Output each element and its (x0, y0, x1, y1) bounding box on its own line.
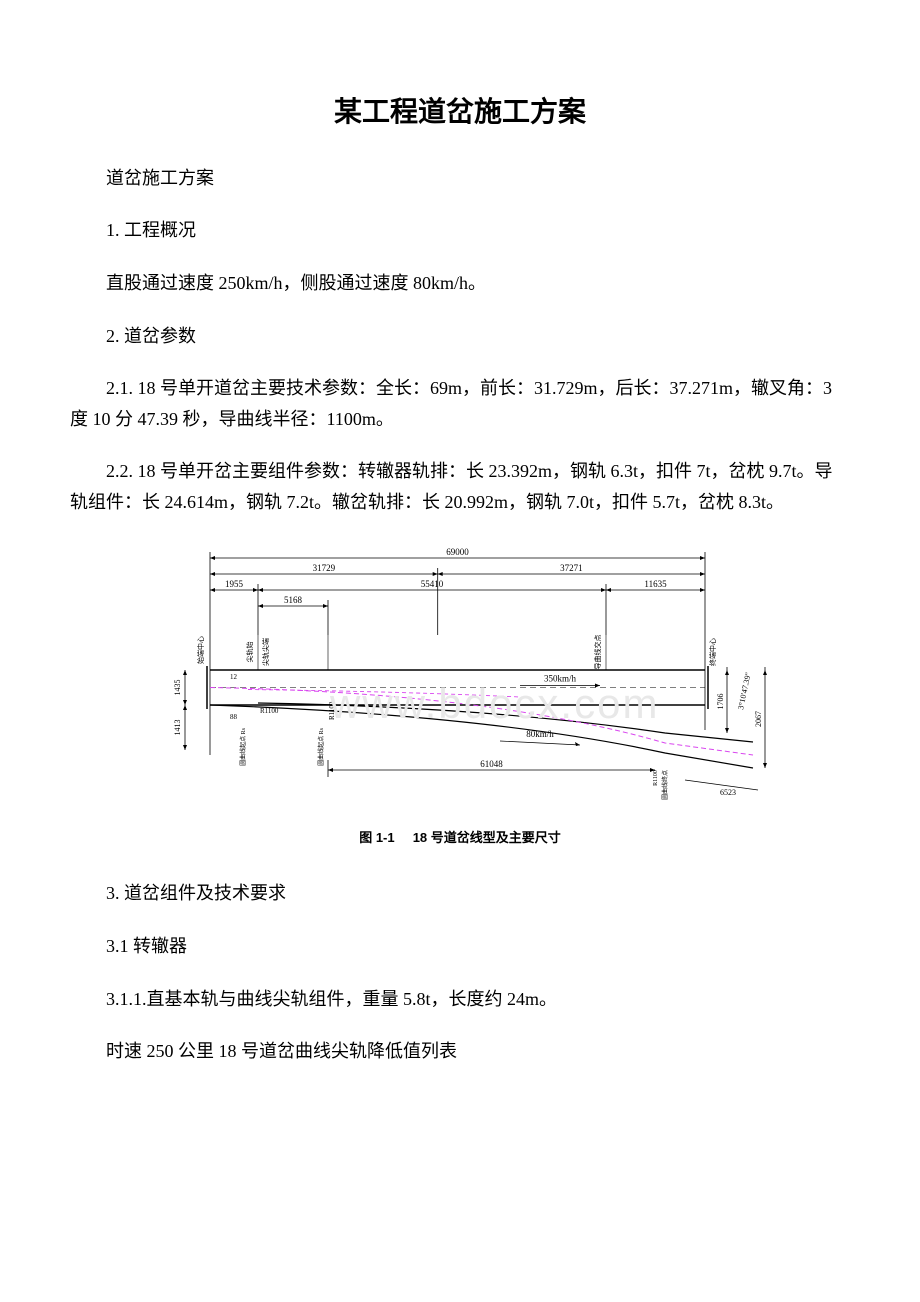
svg-text:3°10'47.39": 3°10'47.39" (736, 671, 753, 710)
svg-text:1706: 1706 (716, 693, 725, 709)
para-section-2: 2. 道岔参数 (70, 321, 850, 352)
svg-text:尖轨始: 尖轨始 (245, 641, 254, 662)
svg-text:始端中心: 始端中心 (196, 636, 205, 664)
para-2-1: 2.1. 18 号单开道岔主要技术参数：全长：69m，前长：31.729m，后长… (70, 373, 850, 434)
svg-text:2067: 2067 (754, 711, 763, 727)
svg-text:88: 88 (230, 713, 238, 721)
svg-text:80km/h: 80km/h (526, 729, 554, 739)
svg-text:37271: 37271 (560, 563, 583, 573)
para-table-title: 时速 250 公里 18 号道岔曲线尖轨降低值列表 (70, 1036, 850, 1067)
svg-text:尖轨尖端: 尖轨尖端 (261, 638, 270, 666)
para-section-1: 1. 工程概况 (70, 215, 850, 246)
diagram-caption: 图 1-1 18 号道岔线型及主要尺寸 (70, 828, 850, 849)
svg-text:11635: 11635 (644, 579, 667, 589)
svg-text:1955: 1955 (225, 579, 244, 589)
svg-text:圆曲线起点 Rs: 圆曲线起点 Rs (317, 727, 325, 766)
para-subtitle: 道岔施工方案 (70, 163, 850, 194)
para-1-content: 直股通过速度 250km/h，侧股通过速度 80km/h。 (70, 268, 850, 299)
svg-text:导曲线交点: 导曲线交点 (593, 634, 602, 669)
caption-prefix: 图 1-1 (359, 830, 394, 845)
caption-text: 18 号道岔线型及主要尺寸 (413, 830, 561, 845)
svg-text:6523: 6523 (720, 788, 736, 797)
diagram-figure: 69000 31729 37271 1955 55410 11635 5168 始端中心 尖轨始… (70, 540, 850, 820)
svg-text:5168: 5168 (284, 595, 303, 605)
svg-text:61048: 61048 (480, 759, 503, 769)
svg-text:R1100: R1100 (328, 701, 336, 720)
svg-text:R1100: R1100 (653, 770, 659, 786)
svg-text:终端中心: 终端中心 (708, 638, 717, 666)
para-3-1-1: 3.1.1.直基本轨与曲线尖轨组件，重量 5.8t，长度约 24m。 (70, 984, 850, 1015)
svg-text:69000: 69000 (446, 547, 469, 557)
para-2-2: 2.2. 18 号单开岔主要组件参数：转辙器轨排：长 23.392m，钢轨 6.… (70, 456, 850, 517)
svg-text:12: 12 (230, 673, 238, 681)
svg-text:1435: 1435 (173, 679, 182, 695)
page-title: 某工程道岔施工方案 (70, 90, 850, 135)
svg-text:31729: 31729 (313, 563, 336, 573)
svg-text:55410: 55410 (421, 579, 444, 589)
svg-text:圆曲线起点 Rs: 圆曲线起点 Rs (239, 727, 247, 766)
para-section-3: 3. 道岔组件及技术要求 (70, 878, 850, 909)
svg-text:350km/h: 350km/h (544, 673, 577, 683)
para-3-1: 3.1 转辙器 (70, 931, 850, 962)
svg-text:1413: 1413 (173, 719, 182, 735)
svg-text:圆曲线终点: 圆曲线终点 (661, 770, 669, 800)
svg-text:R1100: R1100 (260, 707, 279, 715)
